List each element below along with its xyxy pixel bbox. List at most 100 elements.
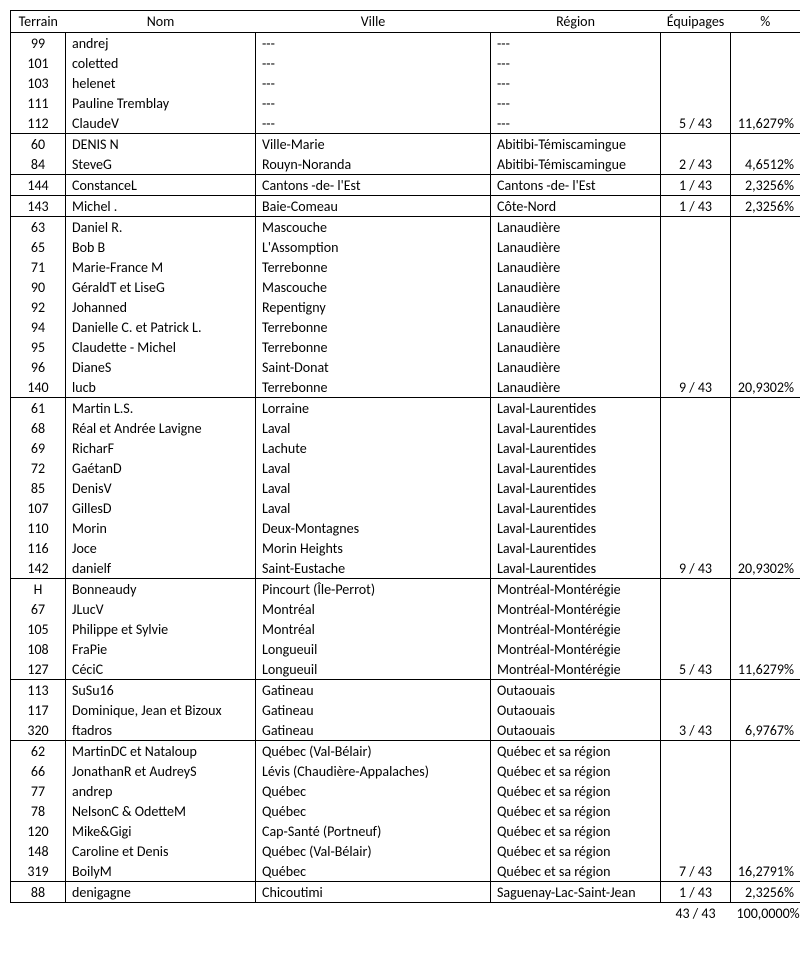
cell-equip [661,801,731,821]
cell-equip [661,680,731,701]
cell-nom: NelsonC & OdetteM [66,801,256,821]
cell-region: Outaouais [491,700,661,720]
cell-ville: Laval [256,418,491,438]
cell-nom: JLucV [66,599,256,619]
cell-terrain: 95 [11,337,66,357]
cell-equip [661,700,731,720]
cell-pct [731,700,800,720]
cell-region: Laval-Laurentides [491,498,661,518]
cell-terrain: 62 [11,741,66,762]
cell-ville: Gatineau [256,680,491,701]
cell-nom: Johanned [66,297,256,317]
cell-nom: Daniel R. [66,217,256,238]
cell-nom: GillesD [66,498,256,518]
table-row: 148Caroline et DenisQuébec (Val-Bélair)Q… [11,841,800,861]
cell-nom: Morin [66,518,256,538]
cell-terrain: 110 [11,518,66,538]
cell-region: Lanaudière [491,337,661,357]
cell-ville: Lorraine [256,398,491,419]
cell-equip: 1 / 43 [661,175,731,196]
cell-nom: Philippe et Sylvie [66,619,256,639]
cell-pct [731,357,800,377]
cell-pct [731,237,800,257]
cell-ville: Québec [256,861,491,882]
cell-terrain: 67 [11,599,66,619]
cell-nom: MartinDC et Nataloup [66,741,256,762]
cell-nom: ftadros [66,720,256,741]
cell-terrain: 144 [11,175,66,196]
cell-nom: Michel . [66,196,256,217]
cell-ville: Lachute [256,438,491,458]
cell-region: Laval-Laurentides [491,478,661,498]
table-row: 101coletted------ [11,53,800,73]
table-row: 71Marie-France MTerrebonneLanaudière [11,257,800,277]
cell-ville: Longueuil [256,639,491,659]
cell-ville: Ville-Marie [256,134,491,155]
table-row: 320ftadrosGatineauOutaouais3 / 436,9767% [11,720,800,741]
cell-nom: BoilyM [66,861,256,882]
cell-terrain: 96 [11,357,66,377]
cell-terrain: 66 [11,761,66,781]
cell-ville: Chicoutimi [256,882,491,903]
cell-region: --- [491,33,661,54]
cell-pct [731,599,800,619]
cell-region: Québec et sa région [491,761,661,781]
table-row: 65Bob BL'AssomptionLanaudière [11,237,800,257]
table-row: 144ConstanceLCantons -de- l'EstCantons -… [11,175,800,196]
cell-pct [731,761,800,781]
cell-nom: denigagne [66,882,256,903]
cell-ville: Terrebonne [256,317,491,337]
cell-pct [731,821,800,841]
cell-region: Québec et sa région [491,781,661,801]
cell-ville: Repentigny [256,297,491,317]
cell-pct [731,538,800,558]
cell-terrain: 127 [11,659,66,680]
cell-terrain: 65 [11,237,66,257]
cell-ville: Laval [256,478,491,498]
table-row: 105Philippe et SylvieMontréalMontréal-Mo… [11,619,800,639]
cell-ville: --- [256,73,491,93]
cell-terrain: 63 [11,217,66,238]
cell-pct: 20,9302% [731,377,800,398]
cell-equip [661,841,731,861]
table-row: 77andrepQuébecQuébec et sa région [11,781,800,801]
cell-region: Laval-Laurentides [491,418,661,438]
cell-pct [731,478,800,498]
cell-equip [661,398,731,419]
cell-pct [731,73,800,93]
table-row: 63Daniel R.MascoucheLanaudière [11,217,800,238]
cell-pct [731,337,800,357]
cell-terrain: 112 [11,113,66,134]
table-row: 66JonathanR et AudreySLévis (Chaudière-A… [11,761,800,781]
cell-ville: Terrebonne [256,377,491,398]
cell-equip [661,619,731,639]
cell-pct: 6,9767% [731,720,800,741]
cell-ville: Cap-Santé (Portneuf) [256,821,491,841]
cell-equip [661,741,731,762]
cell-terrain: 111 [11,93,66,113]
table-row: 94Danielle C. et Patrick L.TerrebonneLan… [11,317,800,337]
cell-nom: Caroline et Denis [66,841,256,861]
cell-terrain: 148 [11,841,66,861]
cell-region: Montréal-Montérégie [491,619,661,639]
cell-nom: Mike&Gigi [66,821,256,841]
cell-terrain: 68 [11,418,66,438]
cell-region: --- [491,53,661,73]
cell-ville: Laval [256,458,491,478]
table-row: 143Michel .Baie-ComeauCôte-Nord1 / 432,3… [11,196,800,217]
table-row: 107GillesDLavalLaval-Laurentides [11,498,800,518]
cell-region: Lanaudière [491,237,661,257]
cell-terrain: 107 [11,498,66,518]
cell-ville: Québec (Val-Bélair) [256,841,491,861]
cell-ville: Longueuil [256,659,491,680]
cell-pct [731,317,800,337]
cell-terrain: 60 [11,134,66,155]
cell-pct [731,639,800,659]
cell-empty [11,903,66,924]
cell-nom: Pauline Tremblay [66,93,256,113]
cell-nom: SuSu16 [66,680,256,701]
cell-pct: 11,6279% [731,113,800,134]
cell-pct: 2,3256% [731,175,800,196]
table-row: 111Pauline Tremblay------ [11,93,800,113]
cell-ville: Québec (Val-Bélair) [256,741,491,762]
